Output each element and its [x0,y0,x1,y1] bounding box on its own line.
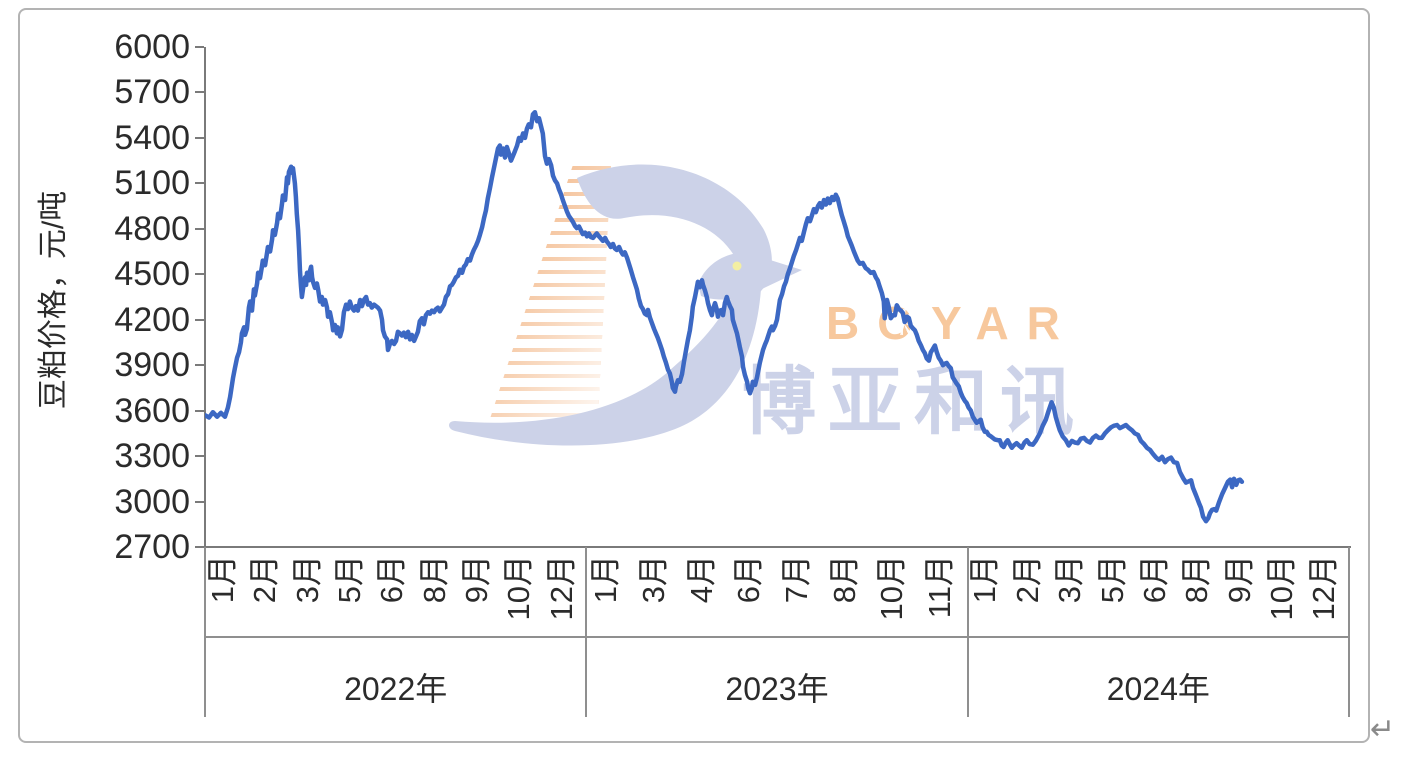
x-month-label: 3月 [1052,555,1088,604]
x-month-label: 6月 [1136,555,1172,604]
y-tick-mark [195,455,204,458]
y-axis-line [204,47,206,547]
y-tick-label: 5400 [114,118,190,157]
y-tick-mark [195,546,204,548]
y-tick-mark [195,91,204,94]
x-month-label: 8月 [416,555,452,604]
y-tick-mark [195,409,204,412]
x-month-label: 8月 [1179,555,1215,604]
y-tick-label: 5100 [114,164,190,203]
y-tick-mark [195,182,204,185]
watermark-brand-cjk-text: 博亚和讯 [742,360,1086,443]
x-year-label: 2023年 [725,671,829,707]
y-tick-label: 2700 [114,528,190,566]
x-month-label: 1月 [588,555,624,604]
y-tick-mark [195,500,204,503]
y-tick-mark [195,227,204,230]
y-tick-label: 4500 [114,255,190,294]
return-mark: ↵ [1370,713,1396,746]
x-month-label: 1月 [204,555,240,604]
x-month-label: 10月 [874,555,910,621]
y-tick-label: 3000 [114,482,190,521]
y-tick-label: 4200 [114,300,190,339]
year-separator [204,547,206,717]
y-tick-label: 3600 [114,391,190,430]
y-tick-mark [195,273,204,276]
x-month-label: 3月 [636,555,672,604]
watermark-brand-text: BOYAR [826,297,1078,349]
x-month-label: 6月 [731,555,767,604]
year-separator [1348,547,1350,717]
y-tick-mark [195,136,204,139]
x-month-label: 8月 [826,555,862,604]
y-tick-label: 3900 [114,346,190,385]
bird-eye-icon [732,261,742,271]
x-month-label: 10月 [1264,555,1300,621]
x-month-label: 4月 [683,555,719,604]
month-year-divider-line [205,636,1349,638]
x-month-label: 9月 [459,555,495,604]
x-axis-line [204,546,1351,548]
boyar-bird-logo-icon [449,164,802,446]
y-tick-label: 6000 [114,28,190,66]
x-month-label: 5月 [1094,555,1130,604]
y-tick-label: 4800 [114,209,190,248]
y-tick-mark [195,46,204,48]
x-month-label: 2月 [1009,555,1045,604]
x-month-label: 7月 [779,555,815,604]
figure-border [18,8,1370,743]
price-line-plot [205,109,1245,524]
y-tick-label: 3300 [114,437,190,476]
year-separator [966,547,969,717]
x-month-label: 12月 [543,555,579,621]
x-month-label: 1月 [967,555,1003,604]
x-year-label: 2024年 [1106,671,1210,707]
price-line-series [205,109,1245,524]
x-month-label: 12月 [1306,555,1342,621]
x-month-label: 11月 [922,555,958,619]
x-month-label: 6月 [374,555,410,604]
y-tick-label: 5700 [114,73,190,112]
x-month-label: 2月 [247,555,283,604]
x-month-label: 3月 [289,555,325,604]
y-tick-mark [195,364,204,367]
y-axis-title: 豆粕价格，元/吨 [37,190,70,410]
x-month-label: 10月 [501,555,537,621]
x-month-label: 5月 [331,555,367,604]
y-tick-mark [195,318,204,321]
x-month-label: 9月 [1221,555,1257,604]
x-year-label: 2022年 [344,671,448,707]
year-separator [585,547,588,717]
